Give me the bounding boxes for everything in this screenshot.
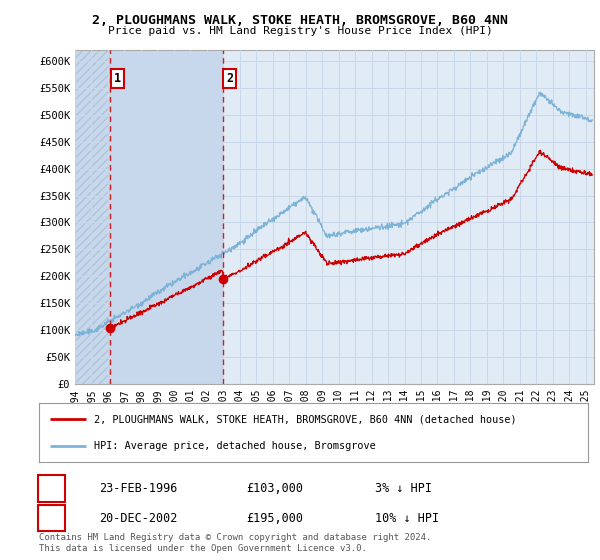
Text: 3% ↓ HPI: 3% ↓ HPI [375,482,432,495]
Text: 2, PLOUGHMANS WALK, STOKE HEATH, BROMSGROVE, B60 4NN: 2, PLOUGHMANS WALK, STOKE HEATH, BROMSGR… [92,14,508,27]
Bar [75,50,110,384]
Text: HPI: Average price, detached house, Bromsgrove: HPI: Average price, detached house, Brom… [94,441,376,451]
Text: £103,000: £103,000 [246,482,303,495]
Text: Contains HM Land Registry data © Crown copyright and database right 2024.
This d: Contains HM Land Registry data © Crown c… [39,533,431,553]
Text: 2, PLOUGHMANS WALK, STOKE HEATH, BROMSGROVE, B60 4NN (detached house): 2, PLOUGHMANS WALK, STOKE HEATH, BROMSGR… [94,414,517,424]
Text: 1: 1 [48,482,55,495]
Text: £195,000: £195,000 [246,511,303,525]
Text: Price paid vs. HM Land Registry's House Price Index (HPI): Price paid vs. HM Land Registry's House … [107,26,493,36]
Bar [75,50,223,384]
Text: 2: 2 [48,511,55,525]
Text: 23-FEB-1996: 23-FEB-1996 [99,482,178,495]
Text: 20-DEC-2002: 20-DEC-2002 [99,511,178,525]
Text: 10% ↓ HPI: 10% ↓ HPI [375,511,439,525]
Text: 1: 1 [113,72,121,85]
Text: 2: 2 [226,72,233,85]
